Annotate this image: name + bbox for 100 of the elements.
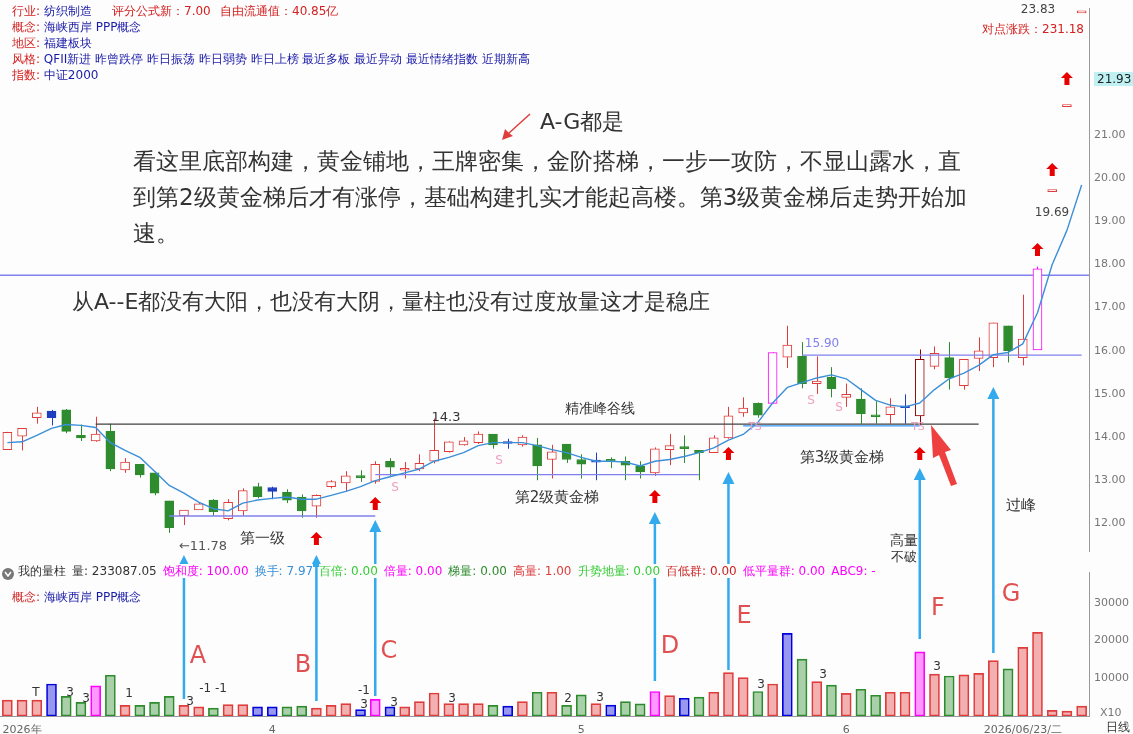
annotation: 3 [390, 695, 398, 709]
annotation: 我的量柱 [18, 564, 66, 578]
y-tick-label: 21.00 [1094, 127, 1126, 141]
annotation: S [807, 393, 815, 407]
bar [60, 696, 72, 716]
annotation: 3 [66, 685, 74, 699]
x-tick-label: 4 [268, 723, 276, 734]
annotation: 3 [596, 690, 604, 704]
bar [958, 674, 970, 716]
bar [1032, 631, 1043, 716]
bar [1017, 647, 1029, 716]
bar [105, 674, 116, 716]
bar [708, 691, 720, 716]
bar [973, 673, 984, 716]
annotation: A-G都是 [540, 108, 625, 136]
x-tick-label: 5 [577, 723, 585, 734]
annotation: 高量: 1.00 [512, 564, 572, 578]
annotation: S [391, 480, 399, 494]
annotation: 对点涨跌：231.18 [982, 21, 1084, 38]
annotation: 评分公式新：7.00 [112, 3, 211, 20]
candlestick [370, 460, 381, 485]
annotation: 15.90 [804, 336, 840, 350]
candlestick [576, 453, 587, 479]
y-tick-label: 20.00 [1094, 171, 1126, 185]
annotation: C [380, 636, 398, 664]
annotation: 23.83 [1020, 2, 1056, 16]
annotation: 风格: QFII新进 昨曾跌停 昨日振荡 昨日弱势 昨日上榜 最近多板 最近异动 最近情绪指数 近期新高 [12, 52, 530, 66]
bar [546, 691, 558, 716]
annotation: 指数: 中证2000 [12, 68, 99, 82]
annotation: A [189, 641, 207, 669]
bar [1046, 710, 1058, 716]
annotation: 精准峰谷线 [565, 400, 635, 418]
annotation: 过峰 [1006, 495, 1036, 515]
y-tick-label: 30000 [1094, 595, 1129, 609]
annotation: D [660, 631, 680, 659]
annotation: 升势地量: 0.00 [577, 564, 661, 578]
annotation: B [294, 650, 312, 678]
annotation: 14.3 [431, 408, 461, 424]
bar [575, 694, 587, 716]
y-tick-label: 13.00 [1094, 473, 1126, 487]
annotation: -1 [358, 683, 370, 697]
bar [885, 691, 896, 716]
annotation: 不破 [891, 548, 917, 566]
y-tick-label: 19.00 [1094, 214, 1126, 228]
y-tick-label: 17.00 [1094, 300, 1126, 314]
candlestick [870, 400, 881, 425]
text: 21.93 [1094, 72, 1133, 86]
annotation: 3 [82, 691, 90, 705]
annotation: 自由流通值：40.85亿 [220, 3, 339, 20]
candlestick [856, 387, 866, 425]
x-tick-label: 2026/06/23/二 [983, 723, 1062, 734]
annotation: 从A--E都没有大阳，也没有大阴，量柱也没有过度放量这才是稳庄 [72, 288, 711, 316]
text: 日线 [1106, 719, 1130, 734]
annotation: 行业: 纺织制造 [12, 4, 92, 18]
annotation: 概念: 海峡西岸 PPP概念 [12, 20, 142, 34]
candlestick [61, 408, 72, 434]
bar [163, 696, 175, 716]
bar [796, 658, 808, 716]
candlestick [237, 487, 248, 517]
bar [899, 691, 911, 716]
bar [1002, 668, 1014, 716]
x-tick-label: 2026年 [2, 723, 42, 734]
annotation: TS [748, 419, 762, 433]
annotation: 第一级 [239, 528, 285, 548]
candlestick [17, 427, 27, 451]
candlestick [664, 433, 675, 466]
text: X10 [1100, 706, 1122, 719]
x-tick-label: 6 [842, 723, 850, 734]
annotation: T [32, 685, 40, 699]
annotation: 3 [933, 659, 941, 673]
candlestick [841, 383, 852, 408]
annotation: 倍量: 0.00 [383, 564, 443, 578]
annotation: E [736, 601, 752, 629]
annotation: 看这里底部构建，黄金铺地，王牌密集，金阶搭梯，一步一攻防，不显山露水，直到第2级黄金梯后才有涨停，基础构建扎实才能起高楼。第3级黄金梯后走势开始加速。 [133, 147, 969, 248]
bar [678, 697, 690, 716]
annotation: 3 [819, 667, 827, 681]
bar [988, 660, 999, 716]
annotation: 3 [360, 697, 368, 711]
annotation: 概念: 海峡西岸 PPP概念 [12, 590, 142, 604]
bar [664, 695, 675, 716]
annotation: 量: 233087.05 [72, 564, 157, 578]
y-tick-label: 12.00 [1094, 516, 1126, 530]
candlestick [738, 396, 748, 418]
candlestick [679, 434, 690, 464]
annotation: 第3级黄金梯 [799, 447, 885, 467]
candlestick [1003, 325, 1013, 363]
bar [46, 683, 57, 716]
candlestick [341, 470, 351, 492]
bar [914, 651, 926, 716]
annotation: TS [911, 419, 925, 433]
candlestick [532, 437, 542, 481]
bar [649, 691, 661, 716]
y-tick-label: 20000 [1094, 633, 1129, 647]
annotation: F [931, 593, 945, 621]
annotation: 1 [125, 686, 133, 700]
candlestick [944, 341, 955, 391]
bar [929, 673, 940, 716]
annotation: 梯量: 0.00 [448, 564, 507, 578]
annotation: 19.69 [1034, 205, 1070, 219]
y-tick-label: 16.00 [1094, 343, 1126, 357]
